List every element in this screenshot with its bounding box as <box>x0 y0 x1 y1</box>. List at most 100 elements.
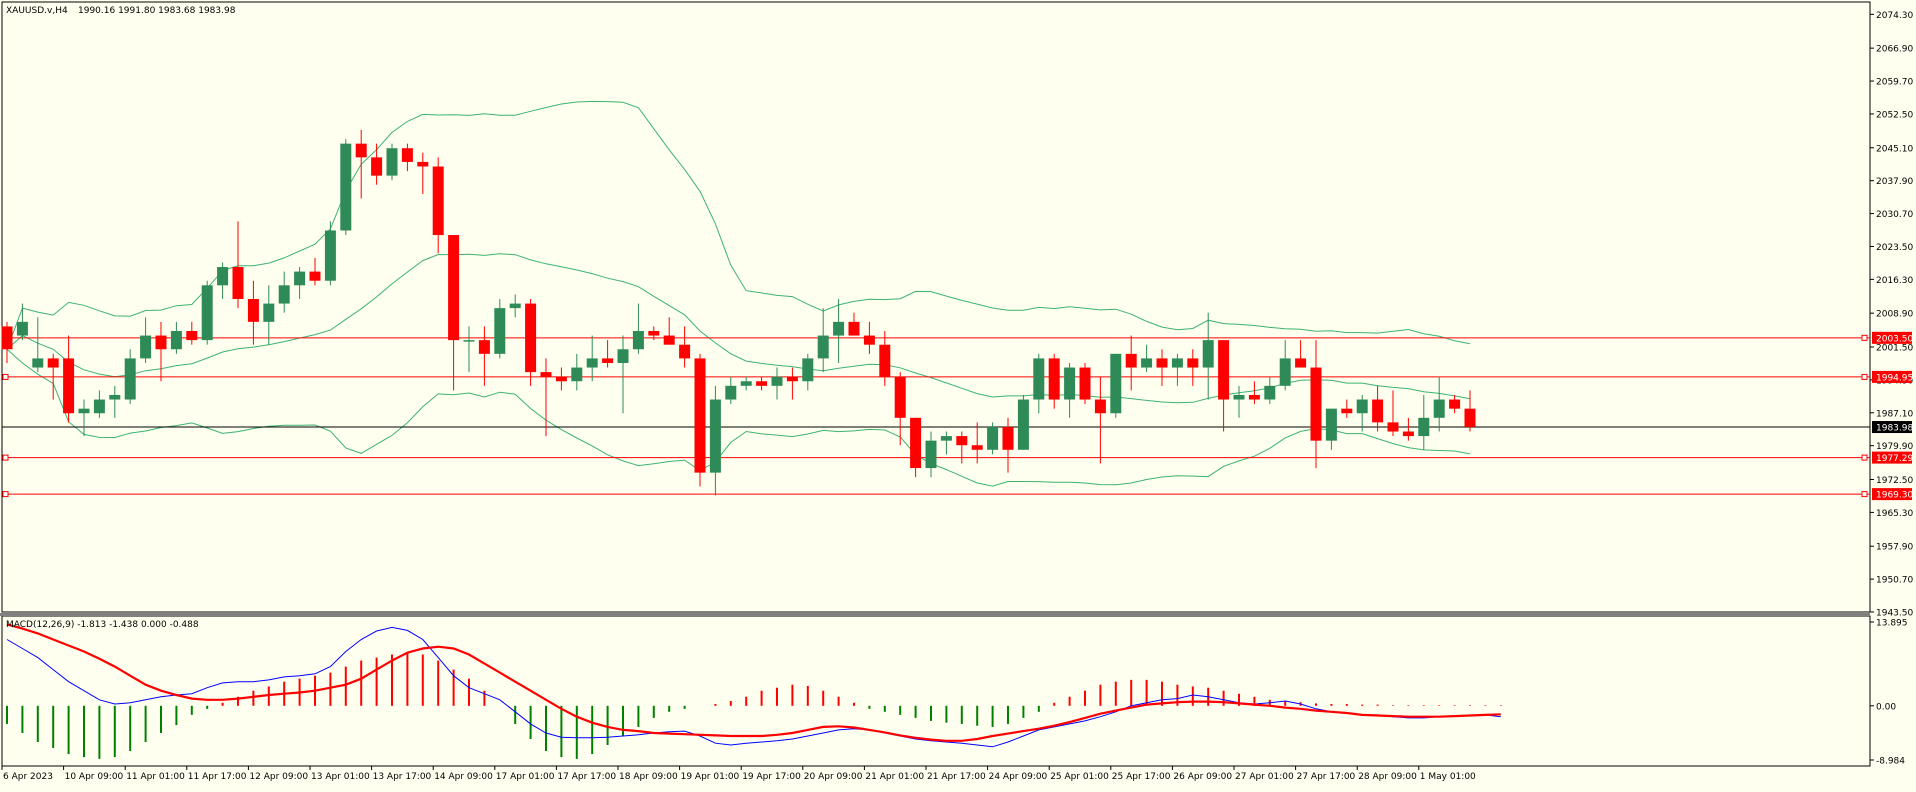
candle <box>740 376 752 391</box>
price-tag: 1994.95 <box>1872 370 1913 383</box>
candle <box>1387 390 1399 437</box>
candle <box>1341 399 1353 418</box>
candle <box>940 431 952 455</box>
candle-body <box>1264 385 1276 400</box>
price-tick-label: 1950.70 <box>1876 576 1913 586</box>
price-tag: 1969.30 <box>1872 488 1913 501</box>
price-tag-bg <box>1872 488 1912 501</box>
candle-body <box>1 326 13 350</box>
candle-body <box>32 358 44 368</box>
macd-tick-label: -8.984 <box>1876 757 1905 767</box>
candle <box>756 376 768 391</box>
candle <box>1433 376 1445 432</box>
time-tick-label: 20 Apr 09:00 <box>804 772 863 782</box>
candle <box>879 330 891 386</box>
candle <box>140 317 152 363</box>
candle <box>63 335 75 423</box>
candle-body <box>1387 422 1399 432</box>
candle <box>1110 353 1122 418</box>
candle <box>1279 340 1291 391</box>
time-tick-label: 14 Apr 09:00 <box>434 772 493 782</box>
candle-body <box>494 308 506 354</box>
candle <box>263 285 275 345</box>
price-tag-label: 2003.50 <box>1876 334 1913 344</box>
candle <box>401 143 413 172</box>
candle <box>170 321 182 354</box>
candle <box>1048 353 1060 409</box>
candle-body <box>786 376 798 382</box>
line-anchor-right <box>1861 454 1868 461</box>
candle <box>494 299 506 359</box>
candle <box>956 431 968 464</box>
candle-body <box>648 330 660 336</box>
candle-body <box>971 445 983 450</box>
candle-body <box>1002 426 1014 450</box>
price-tag: 1977.29 <box>1872 451 1913 464</box>
candle-body <box>540 372 552 377</box>
candle <box>771 367 783 400</box>
candle <box>1017 394 1029 450</box>
time-tick-label: 25 Apr 01:00 <box>1050 772 1109 782</box>
candle <box>786 367 798 400</box>
candle-body <box>1341 408 1353 414</box>
candle <box>16 303 28 341</box>
candle-body <box>93 399 105 414</box>
candle <box>1033 353 1045 414</box>
candle-body <box>1233 394 1245 400</box>
candle-body <box>694 358 706 473</box>
candle-body <box>124 358 136 400</box>
time-axis: 6 Apr 2023 10 Apr 09:00 11 Apr 01:00 11 Apr… <box>1 766 1476 782</box>
candle-body <box>263 303 275 322</box>
candle <box>1187 349 1199 386</box>
candle <box>617 335 629 414</box>
time-tick-label: 21 Apr 17:00 <box>927 772 986 782</box>
candle-body <box>1017 399 1029 450</box>
candle <box>540 358 552 437</box>
candle <box>355 129 367 199</box>
candle-body <box>201 285 213 341</box>
candle-body <box>1141 358 1153 368</box>
time-tick-label: 10 Apr 09:00 <box>65 772 124 782</box>
candle-body <box>740 381 752 386</box>
candle-body <box>1433 399 1445 418</box>
candle-body <box>987 426 999 450</box>
candles <box>1 129 1476 496</box>
candle <box>525 299 537 386</box>
time-tick-label: 28 Apr 09:00 <box>1358 772 1417 782</box>
candle <box>925 431 937 478</box>
line-anchor-left <box>2 373 9 380</box>
candle <box>971 422 983 464</box>
candle-body <box>16 321 28 336</box>
candle-body <box>1094 399 1106 414</box>
candle-body <box>571 367 583 382</box>
candle-body <box>863 335 875 345</box>
candle <box>309 257 321 286</box>
candle-body <box>478 340 490 354</box>
candle <box>1449 394 1461 414</box>
price-tag: 2003.50 <box>1872 331 1913 344</box>
candle-body <box>910 417 922 469</box>
candle-body <box>940 436 952 441</box>
price-tick-label: 2016.30 <box>1876 276 1913 286</box>
candle <box>201 280 213 345</box>
candle <box>32 317 44 373</box>
candle-body <box>679 344 691 359</box>
candle-body <box>140 335 152 359</box>
candle <box>1248 381 1260 405</box>
price-tag-label: 1969.30 <box>1876 491 1913 501</box>
line-anchor-left <box>2 491 9 498</box>
candle-body <box>186 330 198 341</box>
time-tick-label: 24 Apr 09:00 <box>989 772 1048 782</box>
price-tick-label: 2030.70 <box>1876 210 1913 220</box>
candle <box>232 221 244 309</box>
candle <box>1064 362 1076 418</box>
candle <box>1372 385 1384 432</box>
line-anchor-right <box>1861 373 1868 380</box>
candle-body <box>1402 431 1414 437</box>
price-tick-label: 1965.30 <box>1876 509 1913 519</box>
candle-body <box>894 376 906 418</box>
candle-body <box>956 436 968 446</box>
candle-body <box>709 399 721 473</box>
time-tick-label: 11 Apr 17:00 <box>188 772 247 782</box>
